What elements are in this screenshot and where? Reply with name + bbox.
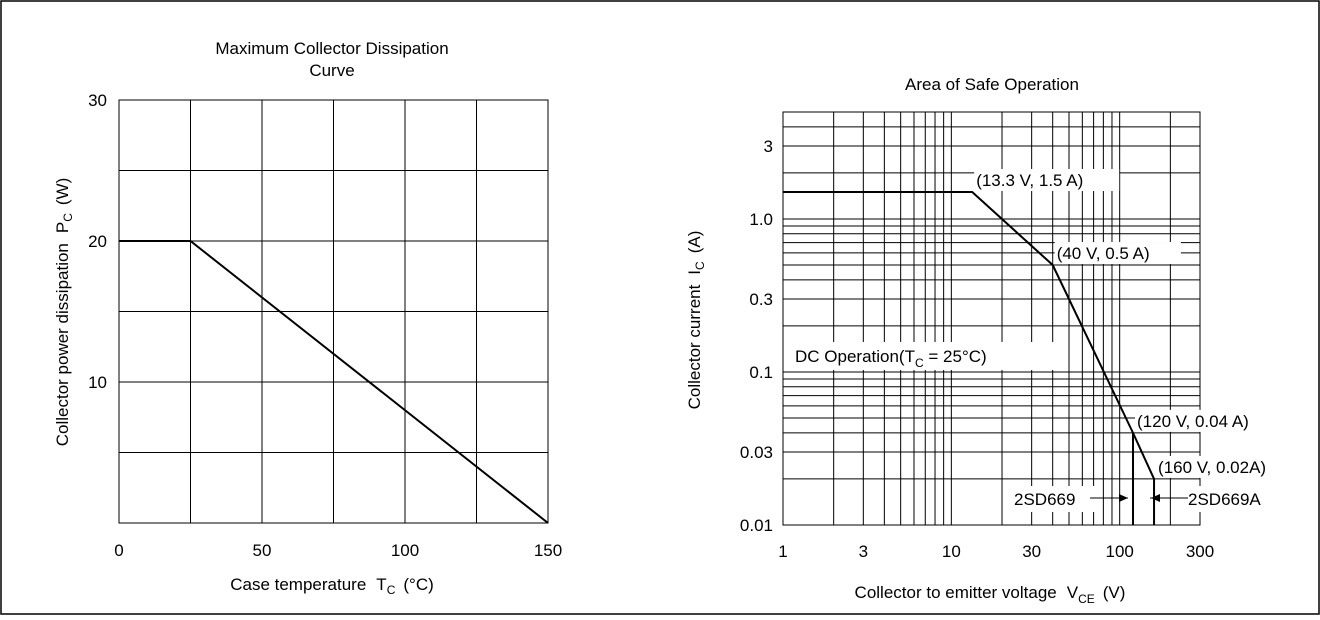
right-y-tick-labels: 0.01 0.03 0.1 0.3 1.0 3 <box>740 137 773 535</box>
right-y-tick-label: 0.01 <box>740 516 773 535</box>
annotation-bg <box>974 169 1120 192</box>
right-x-tick-label: 300 <box>1186 542 1214 561</box>
left-y-tick-labels: 10 20 30 <box>88 91 107 392</box>
left-x-axis-label: Case temperature TC (°C) <box>230 575 434 597</box>
point-annotation: (13.3 V, 1.5 A) <box>976 171 1083 190</box>
right-x-tick-label: 1 <box>778 542 787 561</box>
left-y-axis-label: Collector power dissipationPC(W) <box>53 178 75 447</box>
part-2sd669a-arrowhead <box>1151 494 1160 502</box>
annotation-bg <box>1156 455 1292 478</box>
left-x-tick-label: 100 <box>391 541 419 560</box>
point-annotation: (120 V, 0.04 A) <box>1137 412 1249 431</box>
dissipation-chart: Maximum Collector Dissipation Curve 10 20… <box>53 39 562 597</box>
right-series <box>783 191 1156 525</box>
left-y-tick-label: 20 <box>88 232 107 251</box>
dc-label-bg <box>790 342 1062 370</box>
left-x-tick-label: 0 <box>114 541 123 560</box>
left-x-tick-label: 50 <box>253 541 272 560</box>
right-x-tick-label: 100 <box>1105 542 1133 561</box>
part-2sd669a-label-bg <box>1185 486 1277 512</box>
right-y-tick-label: 0.03 <box>740 443 773 462</box>
right-x-axis-label: Collector to emitter voltage VCE (V) <box>855 583 1126 606</box>
dc-operation-label: DC Operation(TC = 25°C) <box>795 347 987 370</box>
safe-operation-chart: Area of Safe Operation 0.01 0.03 0.1 0.3 1.0… <box>685 75 1292 606</box>
right-plot-frame <box>782 111 1201 526</box>
left-y-tick-label: 30 <box>88 91 107 110</box>
part-2sd669-label-bg <box>1013 486 1095 512</box>
right-title: Area of Safe Operation <box>905 75 1079 94</box>
left-gridlines <box>119 100 548 523</box>
right-x-tick-labels: 1 3 10 30 100 300 <box>778 542 1214 561</box>
left-x-tick-labels: 0 50 100 150 <box>114 541 562 560</box>
right-x-tick-label: 10 <box>942 542 961 561</box>
left-title-line-2: Curve <box>309 61 354 80</box>
right-y-tick-label: 1.0 <box>749 210 773 229</box>
left-y-tick-label: 10 <box>88 373 107 392</box>
right-y-tick-label: 3 <box>764 137 773 156</box>
annotation-bg <box>1135 409 1281 432</box>
point-annotation: (160 V, 0.02A) <box>1158 458 1266 477</box>
safe-operation-curve <box>783 191 1155 480</box>
right-y-tick-label: 0.3 <box>749 290 773 309</box>
right-y-tick-label: 0.1 <box>749 363 773 382</box>
right-y-axis-label: Collector currentIC(A) <box>685 231 707 410</box>
left-x-tick-label: 150 <box>534 541 562 560</box>
part-2sd669-arrowhead <box>1119 494 1128 502</box>
part-2sd669a-label: 2SD669A <box>1188 490 1261 509</box>
left-title-line-1: Maximum Collector Dissipation <box>215 39 448 58</box>
right-x-tick-label: 3 <box>859 542 868 561</box>
annotation-bg <box>1054 242 1181 265</box>
point-annotation: (40 V, 0.5 A) <box>1057 244 1150 263</box>
left-plot-frame <box>118 99 549 524</box>
dissipation-curve <box>119 240 549 524</box>
right-x-tick-label: 30 <box>1022 542 1041 561</box>
left-series <box>119 240 549 524</box>
right-annotations: (13.3 V, 1.5 A) (40 V, 0.5 A) (120 V, 0.04… <box>974 169 1292 478</box>
part-2sd669-label: 2SD669 <box>1014 490 1075 509</box>
